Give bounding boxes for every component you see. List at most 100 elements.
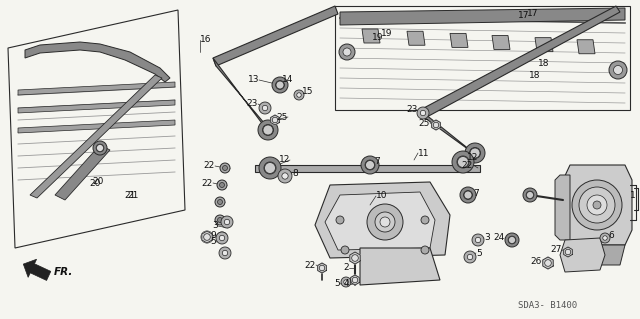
Circle shape [365, 160, 374, 169]
Text: 2: 2 [344, 263, 349, 272]
Circle shape [259, 102, 271, 114]
Circle shape [464, 191, 472, 199]
Circle shape [263, 125, 273, 135]
Circle shape [587, 195, 607, 215]
Circle shape [264, 162, 276, 174]
Polygon shape [362, 29, 380, 43]
Circle shape [224, 219, 230, 225]
Polygon shape [420, 6, 620, 118]
Text: 22: 22 [204, 161, 215, 170]
Text: 22: 22 [461, 160, 473, 169]
Text: 11: 11 [418, 149, 429, 158]
Circle shape [262, 105, 268, 111]
Circle shape [380, 217, 390, 227]
Circle shape [463, 190, 472, 199]
Text: 13: 13 [248, 76, 259, 85]
Circle shape [565, 249, 571, 255]
Polygon shape [25, 42, 170, 82]
Circle shape [375, 212, 395, 232]
Polygon shape [8, 10, 185, 248]
Circle shape [278, 169, 292, 183]
Polygon shape [335, 6, 630, 110]
Text: 5: 5 [211, 238, 216, 247]
Polygon shape [351, 275, 359, 285]
Polygon shape [564, 247, 572, 257]
Text: 5: 5 [334, 279, 340, 288]
Circle shape [204, 234, 211, 240]
Circle shape [417, 107, 429, 119]
Text: 14: 14 [282, 76, 293, 85]
Text: 16: 16 [200, 35, 211, 44]
Polygon shape [23, 259, 51, 280]
Circle shape [297, 93, 301, 97]
Circle shape [217, 232, 227, 242]
Polygon shape [563, 165, 632, 245]
Circle shape [344, 280, 348, 284]
Text: 8: 8 [292, 169, 298, 179]
Text: 1: 1 [639, 195, 640, 204]
Circle shape [218, 218, 223, 222]
Text: 12: 12 [467, 152, 478, 161]
Circle shape [467, 254, 473, 260]
Circle shape [341, 246, 349, 254]
Circle shape [433, 122, 439, 128]
Circle shape [258, 120, 278, 140]
Circle shape [460, 187, 476, 203]
Polygon shape [213, 6, 338, 66]
Circle shape [96, 144, 104, 152]
Polygon shape [202, 231, 212, 243]
Polygon shape [18, 82, 175, 95]
Circle shape [336, 216, 344, 224]
Circle shape [93, 141, 107, 155]
Circle shape [476, 237, 481, 243]
Text: SDA3- B1400: SDA3- B1400 [518, 301, 577, 310]
Polygon shape [213, 58, 270, 130]
Text: 21: 21 [127, 190, 139, 199]
Circle shape [457, 156, 469, 168]
Circle shape [339, 44, 355, 60]
Circle shape [600, 233, 610, 243]
Circle shape [219, 247, 231, 259]
Text: 12: 12 [278, 155, 290, 165]
Circle shape [222, 250, 228, 256]
Circle shape [452, 151, 474, 173]
Circle shape [220, 163, 230, 173]
Text: 18: 18 [529, 70, 541, 79]
Polygon shape [420, 110, 476, 155]
Text: 3: 3 [484, 234, 490, 242]
Circle shape [262, 124, 273, 136]
Circle shape [215, 215, 225, 225]
Circle shape [217, 180, 227, 190]
Text: 7: 7 [473, 189, 479, 197]
Text: 3: 3 [212, 221, 218, 231]
Polygon shape [18, 100, 175, 113]
Circle shape [276, 81, 284, 89]
Circle shape [221, 216, 233, 228]
Circle shape [218, 199, 223, 204]
Circle shape [420, 110, 426, 116]
Circle shape [523, 188, 537, 202]
Circle shape [464, 251, 476, 263]
Circle shape [216, 232, 228, 244]
Text: 26: 26 [531, 256, 542, 265]
Polygon shape [350, 252, 360, 264]
Polygon shape [555, 175, 570, 240]
Polygon shape [271, 115, 279, 125]
Circle shape [509, 236, 515, 243]
Text: 1: 1 [630, 191, 636, 201]
Polygon shape [543, 257, 553, 269]
Circle shape [352, 277, 358, 283]
Circle shape [259, 157, 281, 179]
Circle shape [282, 173, 288, 179]
Circle shape [470, 148, 480, 158]
Text: 20: 20 [92, 176, 104, 186]
Circle shape [367, 204, 403, 240]
Circle shape [204, 234, 210, 240]
Text: 23: 23 [246, 100, 258, 108]
Circle shape [294, 90, 304, 100]
Circle shape [272, 117, 278, 123]
Polygon shape [431, 120, 440, 130]
Polygon shape [317, 263, 326, 273]
Circle shape [603, 236, 607, 240]
Text: 20: 20 [90, 179, 100, 188]
